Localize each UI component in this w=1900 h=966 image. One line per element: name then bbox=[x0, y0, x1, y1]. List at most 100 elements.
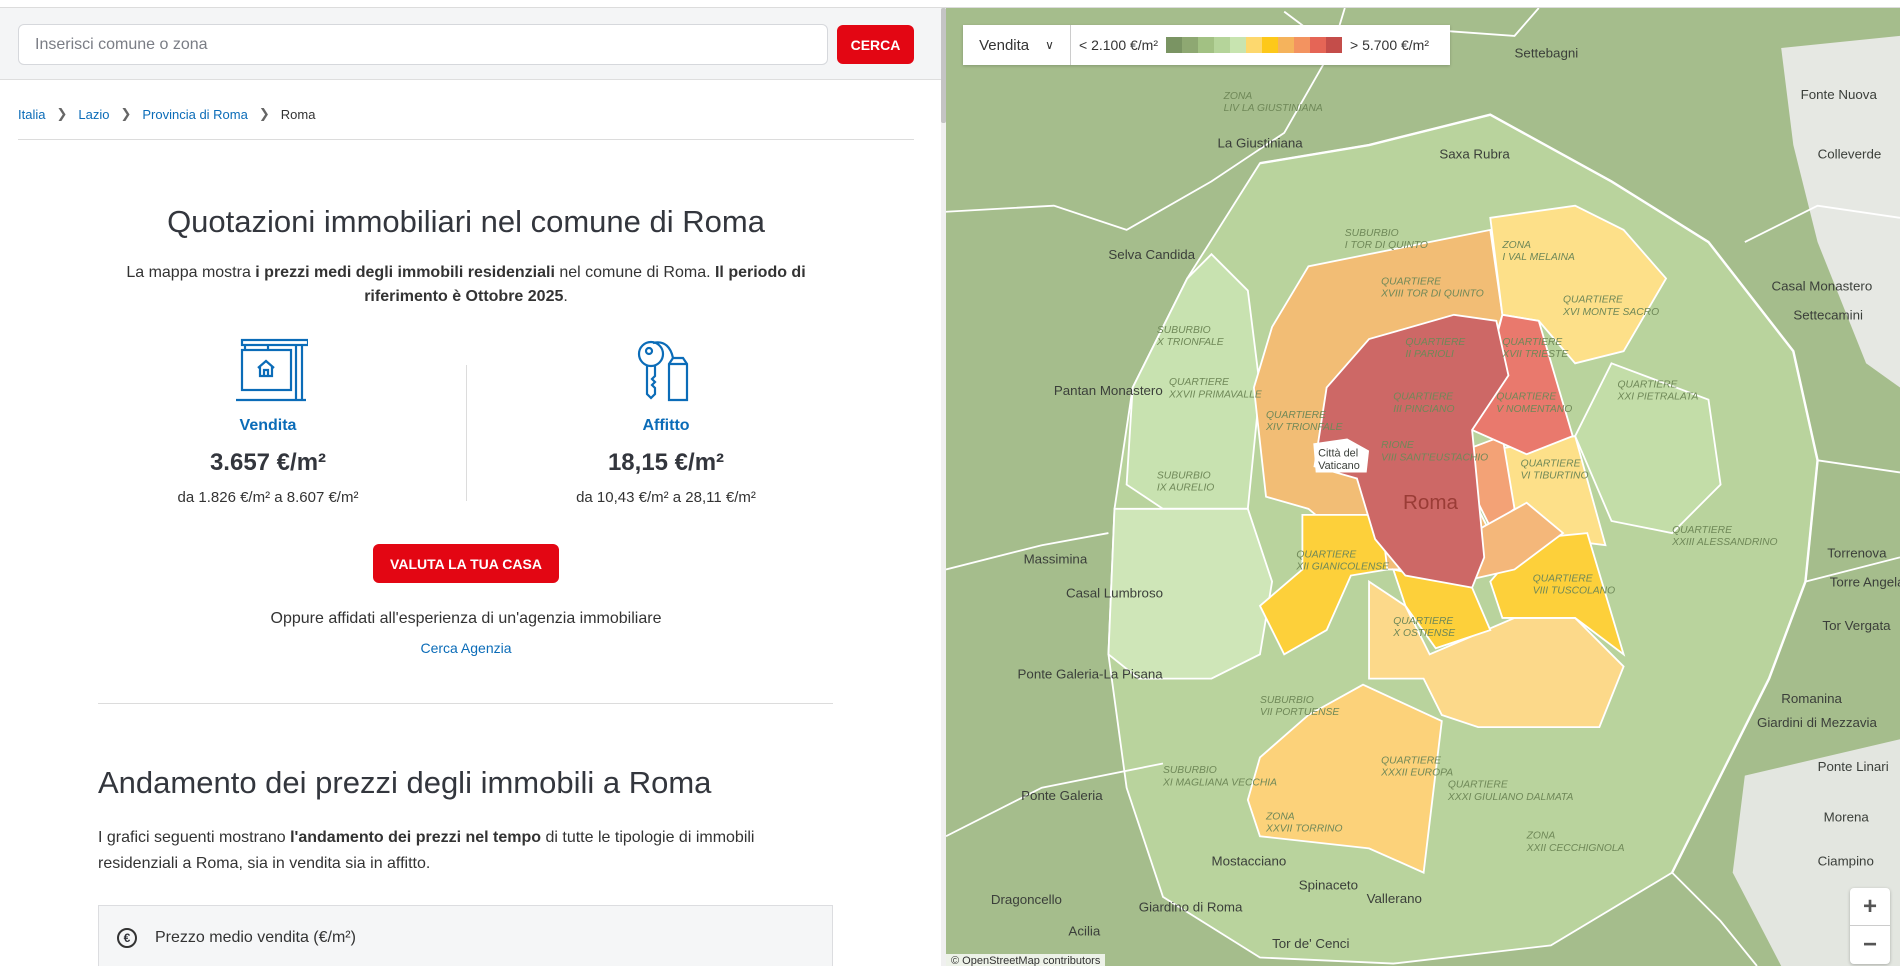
divider bbox=[98, 703, 833, 704]
zone-label: QUARTIERE XXVII PRIMAVALLE bbox=[1168, 377, 1262, 400]
search-input[interactable] bbox=[18, 24, 828, 65]
zone-label: ZONA I VAL MELAINA bbox=[1501, 240, 1575, 263]
town-label: Acilia bbox=[1068, 924, 1100, 939]
town-label: Vallerano bbox=[1367, 891, 1422, 906]
zone-label: QUARTIERE X OSTIENSE bbox=[1392, 616, 1455, 639]
town-label: Dragoncello bbox=[991, 892, 1062, 907]
town-label: Giardino di Roma bbox=[1139, 899, 1243, 914]
divider bbox=[18, 139, 914, 140]
town-label: Ciampino bbox=[1818, 853, 1874, 868]
zone-label: SUBURBIO I TOR DI QUINTO bbox=[1345, 228, 1428, 251]
zone-label: ZONA XXVII TORRINO bbox=[1265, 811, 1342, 834]
town-label: Settebagni bbox=[1515, 46, 1579, 61]
scrollbar-thumb[interactable] bbox=[941, 8, 946, 123]
top-strip bbox=[0, 0, 1900, 8]
town-label: Settecamini bbox=[1793, 308, 1863, 323]
zoom-out-button[interactable]: − bbox=[1862, 931, 1877, 958]
breadcrumb: Italia ❯ Lazio ❯ Provincia di Roma ❯ Roma bbox=[18, 106, 315, 122]
zone-label: QUARTIERE III PINCIANO bbox=[1393, 392, 1454, 415]
stat-vendita: Vendita 3.657 €/m² da 1.826 €/m² a 8.607… bbox=[98, 338, 438, 506]
town-label: Giardini di Mezzavia bbox=[1757, 715, 1878, 730]
town-label: Pantan Monastero bbox=[1054, 383, 1163, 398]
zone-label: QUARTIERE XXIII ALESSANDRINO bbox=[1671, 525, 1777, 548]
map-legend: Vendita ∨ < 2.100 €/m² > 5.700 €/m² bbox=[963, 25, 1450, 65]
vatican-area bbox=[1313, 438, 1370, 473]
zone-label: QUARTIERE XVII TRIESTE bbox=[1501, 337, 1568, 360]
zone-label: QUARTIERE XII GIANICOLENSE bbox=[1295, 549, 1389, 572]
chevron-right-icon: ❯ bbox=[258, 106, 270, 121]
legend-swatch bbox=[1326, 37, 1342, 53]
legend-swatch bbox=[1294, 37, 1310, 53]
zoom-control: + − bbox=[1850, 888, 1890, 964]
intro-text: La mappa mostra i prezzi medi degli immo… bbox=[100, 261, 832, 309]
text: La mappa mostra bbox=[126, 264, 256, 281]
legend-high: > 5.700 €/m² bbox=[1350, 37, 1429, 53]
zone-label: SUBURBIO VII PORTUENSE bbox=[1260, 695, 1339, 718]
zone-label: SUBURBIO X TRIONFALE bbox=[1156, 325, 1224, 348]
map-canvas[interactable]: Roma Città del Vaticano Settebagni Fonte N… bbox=[946, 8, 1900, 966]
search-button[interactable]: CERCA bbox=[837, 25, 914, 64]
mode-select[interactable]: Vendita ∨ bbox=[963, 25, 1071, 65]
zone-label: QUARTIERE VI TIBURTINO bbox=[1521, 458, 1589, 481]
zone-labels: ZONA LIV LA GIUSTINIANA SUBURBIO I TOR DI Q… bbox=[1156, 91, 1778, 854]
zone bbox=[1107, 507, 1274, 680]
gra-ring-road bbox=[1259, 113, 1819, 874]
legend-swatch bbox=[1278, 37, 1294, 53]
legend-swatch bbox=[1198, 37, 1214, 53]
town-label: Massimina bbox=[1024, 551, 1088, 566]
zone-label: QUARTIERE XVI MONTE SACRO bbox=[1562, 295, 1659, 318]
vatican-label: Città del Vaticano bbox=[1318, 448, 1360, 472]
legend-swatch bbox=[1246, 37, 1262, 53]
stat-value: 18,15 €/m² bbox=[607, 449, 725, 476]
town-label: Ponte Galeria-La Pisana bbox=[1018, 667, 1164, 682]
urban-area bbox=[1781, 35, 1900, 388]
town-labels: Settebagni Fonte Nuova Colleverde La Giusti… bbox=[991, 46, 1900, 951]
zone-label: RIONE VIII SANT'EUSTACHIO bbox=[1381, 440, 1488, 463]
text: nel comune di Roma. bbox=[554, 264, 715, 281]
text-bold: i prezzi medi degli immobili residenzial… bbox=[255, 264, 555, 281]
town-label: Tor Vergata bbox=[1822, 618, 1891, 633]
zoom-in-button[interactable]: + bbox=[1850, 888, 1890, 926]
valuta-casa-button[interactable]: VALUTA LA TUA CASA bbox=[373, 544, 559, 583]
town-label: Torre Angela bbox=[1830, 574, 1900, 589]
town-label: Spinaceto bbox=[1299, 878, 1358, 893]
text-bold: Il periodo di riferimento è Ottobre 2025 bbox=[364, 264, 806, 305]
accordion-label: Prezzo medio vendita (€/m²) bbox=[155, 929, 356, 946]
chevron-right-icon: ❯ bbox=[120, 106, 132, 121]
search-bar: CERCA bbox=[0, 8, 946, 80]
stat-range: da 10,43 €/m² a 28,11 €/m² bbox=[576, 489, 756, 506]
town-label: La Giustiniana bbox=[1218, 135, 1304, 150]
map-attribution[interactable]: © OpenStreetMap contributors bbox=[946, 954, 1106, 966]
section-title: Andamento dei prezzi degli immobili a Ro… bbox=[98, 765, 712, 800]
breadcrumb-italia[interactable]: Italia bbox=[18, 106, 46, 122]
legend-swatch bbox=[1230, 37, 1246, 53]
town-label: Mostacciano bbox=[1211, 853, 1286, 868]
town-label: Romanina bbox=[1781, 691, 1842, 706]
text: I grafici seguenti mostrano bbox=[98, 829, 291, 846]
agency-text: Oppure affidati all'esperienza di un'age… bbox=[270, 610, 662, 627]
text: di tutte le tipologie di immobili reside… bbox=[98, 829, 755, 872]
chevron-down-icon: ∨ bbox=[1045, 38, 1054, 52]
zone-label: ZONA LIV LA GIUSTINIANA bbox=[1223, 91, 1323, 114]
legend-swatch bbox=[1214, 37, 1230, 53]
divider bbox=[466, 365, 467, 501]
price-map[interactable]: Roma Città del Vaticano Settebagni Fonte N… bbox=[946, 8, 1900, 966]
breadcrumb-current: Roma bbox=[280, 106, 316, 122]
legend-low: < 2.100 €/m² bbox=[1079, 37, 1158, 53]
scrollbar[interactable] bbox=[941, 8, 946, 966]
city-label: Roma bbox=[1403, 491, 1459, 514]
zone-yellow bbox=[1246, 683, 1443, 874]
chevron-right-icon: ❯ bbox=[56, 106, 68, 121]
breadcrumb-lazio[interactable]: Lazio bbox=[78, 106, 110, 122]
accordion-prezzo-vendita[interactable]: € Prezzo medio vendita (€/m²) bbox=[98, 905, 833, 966]
page-title: Quotazioni immobiliari nel comune di Rom… bbox=[167, 204, 765, 239]
zone-red-centre bbox=[1313, 313, 1510, 589]
breadcrumb-provincia[interactable]: Provincia di Roma bbox=[142, 106, 248, 122]
keys-icon bbox=[637, 340, 689, 402]
zone-label: SUBURBIO IX AURELIO bbox=[1157, 471, 1214, 494]
stat-label: Affitto bbox=[642, 417, 690, 434]
legend-swatch bbox=[1262, 37, 1278, 53]
town-label: Ponte Linari bbox=[1818, 759, 1889, 774]
cerca-agenzia-link[interactable]: Cerca Agenzia bbox=[420, 640, 512, 656]
zone-label: QUARTIERE II PARIOLI bbox=[1405, 337, 1465, 360]
